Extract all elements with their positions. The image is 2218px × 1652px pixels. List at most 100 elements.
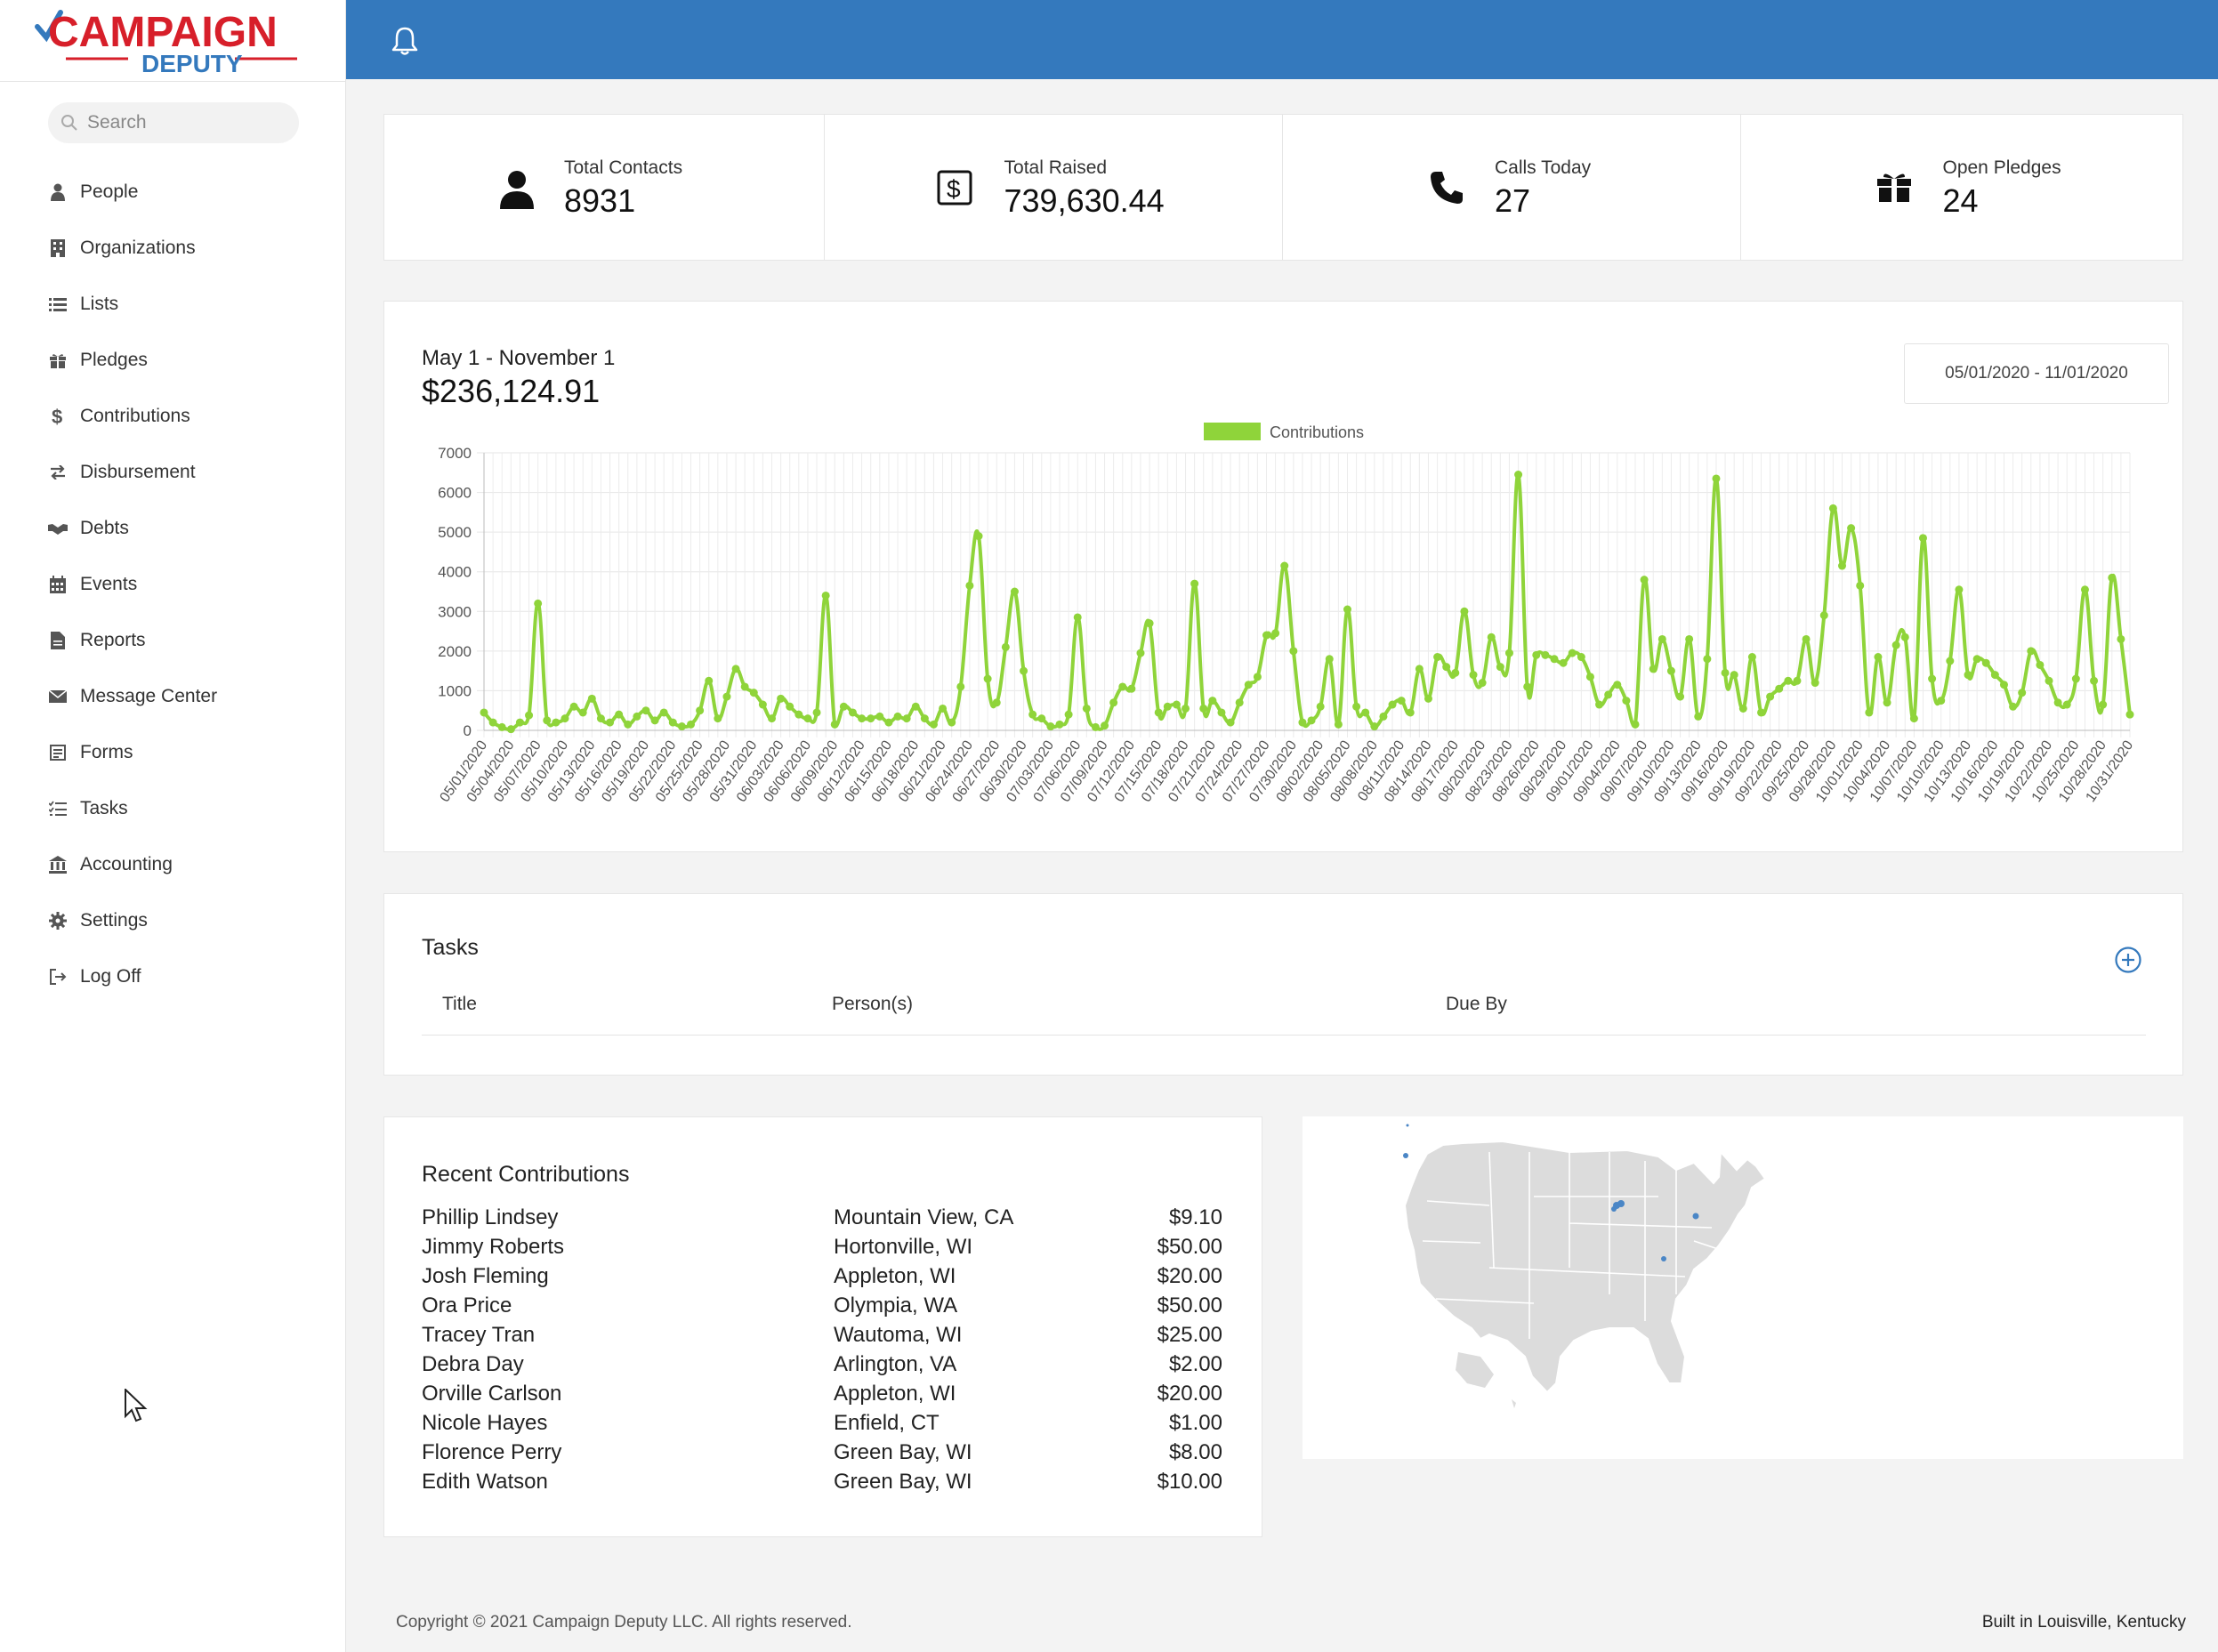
data-point [1163,702,1172,711]
data-point [803,714,812,723]
data-point [2071,674,2080,683]
list-item[interactable]: Nicole Hayes Enfield, CT $1.00 [422,1411,1222,1440]
y-tick-label: 1000 [438,682,472,699]
data-point [1460,607,1469,616]
svg-text:$: $ [947,175,961,203]
sidebar-item-label: Settings [80,909,148,931]
data-point [740,682,749,691]
stat-calls-today[interactable]: Calls Today 27 [1283,115,1742,260]
data-point [480,708,488,717]
legend-label: Contributions [1270,423,1364,441]
list-item[interactable]: Debra Day Arlington, VA $2.00 [422,1352,1222,1382]
campaign-deputy-logo[interactable]: CAMPAIGN DEPUTY [0,0,345,82]
data-point [1550,655,1559,664]
data-point [1182,704,1190,713]
contributor-location: Mountain View, CA [834,1205,1014,1229]
data-point [1020,666,1028,675]
contribution-amount: $20.00 [1157,1382,1222,1406]
data-point [1379,712,1388,721]
data-point [902,714,911,723]
data-point [1101,721,1109,730]
calendar-icon [48,575,68,594]
exchange-icon [48,463,68,482]
data-point [2117,634,2125,643]
data-point [1388,700,1397,709]
y-tick-label: 5000 [438,524,472,541]
data-point [1352,702,1361,711]
data-point [974,532,983,541]
sidebar-item-settings[interactable]: Settings [0,892,345,948]
column-due-by[interactable]: Due By [1446,994,1507,1014]
contribution-markers [1403,1124,1699,1261]
data-point [884,718,893,727]
data-point [848,708,857,717]
list-item[interactable]: Orville Carlson Appleton, WI $20.00 [422,1382,1222,1411]
sidebar-item-debts[interactable]: Debts [0,500,345,556]
list-item[interactable]: Phillip Lindsey Mountain View, CA $9.10 [422,1205,1222,1235]
gear-icon [48,911,68,931]
data-point [1585,673,1594,681]
list-item[interactable]: Edith Watson Green Bay, WI $10.00 [422,1470,1222,1499]
contributor-location: Wautoma, WI [834,1323,963,1347]
stat-label: Calls Today [1495,157,1592,178]
contribution-amount: $10.00 [1157,1470,1222,1494]
list-item[interactable]: Ora Price Olympia, WA $50.00 [422,1293,1222,1323]
data-point [794,710,803,719]
sidebar-item-events[interactable]: Events [0,556,345,612]
data-point [1253,673,1262,681]
stat-open-pledges[interactable]: Open Pledges 24 [1741,115,2182,260]
list-item[interactable]: Josh Fleming Appleton, WI $20.00 [422,1264,1222,1293]
sidebar-item-tasks[interactable]: Tasks [0,780,345,836]
sidebar-item-organizations[interactable]: Organizations [0,220,345,276]
column-persons[interactable]: Person(s) [832,994,914,1014]
data-point [677,722,686,731]
list-item[interactable]: Florence Perry Green Bay, WI $8.00 [422,1440,1222,1470]
data-point [1847,524,1856,533]
sidebar-item-accounting[interactable]: Accounting [0,836,345,892]
stat-total-raised[interactable]: $ Total Raised 739,630.44 [825,115,1283,260]
data-point [1370,722,1379,731]
data-point [1631,720,1640,729]
data-point [956,682,965,691]
sidebar-item-people[interactable]: People [0,164,345,220]
list-item[interactable]: Jimmy Roberts Hortonville, WI $50.00 [422,1235,1222,1264]
tasks-icon [48,799,68,818]
data-point [758,700,767,709]
sidebar-item-pledges[interactable]: Pledges [0,332,345,388]
sidebar-item-lists[interactable]: Lists [0,276,345,332]
data-point [1946,657,1955,665]
data-point [506,725,515,734]
stat-total-contacts[interactable]: Total Contacts 8931 [384,115,825,260]
sidebar-item-message-center[interactable]: Message Center [0,668,345,724]
sidebar-item-label: Debts [80,517,129,538]
bell-icon[interactable] [389,25,421,57]
data-point [1685,634,1694,643]
gift-icon [48,351,68,370]
data-point [668,718,677,727]
data-point [1532,650,1541,659]
column-title[interactable]: Title [442,994,477,1014]
contributor-name: Tracey Tran [422,1323,536,1347]
phone-icon [1431,172,1463,204]
list-item[interactable]: Tracey Tran Wautoma, WI $25.00 [422,1323,1222,1352]
search-box[interactable] [48,102,299,143]
data-point [1811,679,1819,688]
sidebar-item-disbursement[interactable]: Disbursement [0,444,345,500]
date-range-picker[interactable]: 05/01/2020 - 11/01/2020 [1904,343,2169,404]
data-point [1802,634,1811,643]
search-input[interactable] [87,112,283,133]
sidebar-item-label: Events [80,573,138,594]
sidebar-item-reports[interactable]: Reports [0,612,345,668]
contributions-map[interactable] [1303,1116,2183,1459]
data-point [1415,665,1424,673]
sidebar-item-log-off[interactable]: Log Off [0,948,345,1004]
contributions-line-chart: 0100020003000400050006000700005/01/20200… [437,423,2136,805]
add-task-icon[interactable] [2114,946,2142,974]
contributor-location: Olympia, WA [834,1293,958,1318]
data-point [1172,700,1181,709]
data-point [893,712,902,721]
sidebar-item-forms[interactable]: Forms [0,724,345,780]
sidebar-item-contributions[interactable]: $ Contributions [0,388,345,444]
data-point [1721,668,1730,677]
data-point [722,692,731,701]
